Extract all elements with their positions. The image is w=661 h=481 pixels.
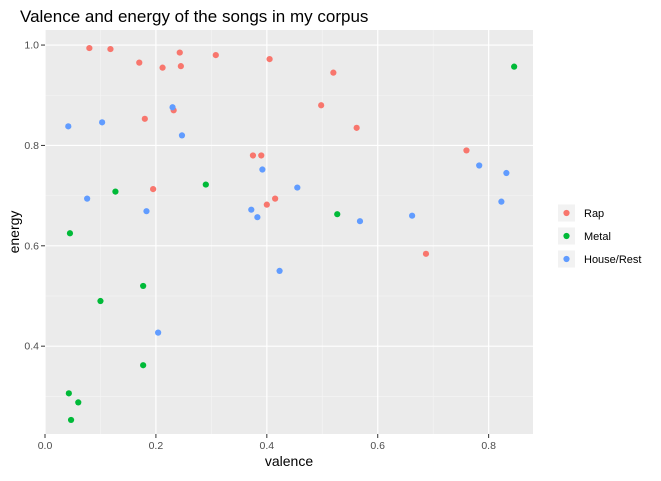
chart-title: Valence and energy of the songs in my co… bbox=[20, 7, 368, 26]
data-point-metal bbox=[65, 390, 72, 397]
data-point-rap bbox=[177, 63, 184, 70]
data-point-metal bbox=[334, 211, 341, 218]
data-point-house-rest bbox=[84, 195, 91, 202]
data-point-house-rest bbox=[356, 218, 364, 225]
data-point-metal bbox=[66, 230, 74, 237]
data-point-rap bbox=[107, 45, 114, 53]
data-point-house-rest bbox=[178, 132, 186, 139]
data-point-house-rest bbox=[169, 104, 176, 111]
legend-label-house-rest: House/Rest bbox=[584, 254, 641, 266]
plot-panel bbox=[45, 30, 533, 434]
data-point-house-rest bbox=[254, 214, 261, 221]
y-tick-label: 0.4 bbox=[24, 341, 39, 353]
data-point-house-rest bbox=[259, 166, 266, 173]
data-point-rap bbox=[422, 250, 430, 257]
data-point-house-rest bbox=[276, 267, 283, 274]
data-point-house-rest bbox=[503, 169, 510, 177]
points-layer bbox=[65, 44, 518, 424]
y-tick-label: 0.6 bbox=[24, 240, 39, 252]
data-point-metal bbox=[112, 188, 119, 195]
legend-key-rap bbox=[563, 209, 570, 217]
data-point-rap bbox=[272, 195, 279, 202]
data-point-house-rest bbox=[155, 329, 162, 336]
y-tick-label: 0.8 bbox=[24, 140, 39, 152]
legend-key-metal bbox=[563, 232, 570, 240]
data-point-metal bbox=[511, 63, 518, 70]
x-tick-label: 0.6 bbox=[370, 440, 385, 452]
x-tick-label: 0.4 bbox=[260, 440, 275, 452]
data-point-house-rest bbox=[99, 119, 106, 126]
data-point-house-rest bbox=[409, 212, 416, 219]
data-point-house-rest bbox=[65, 123, 72, 130]
data-point-rap bbox=[86, 44, 93, 52]
data-point-house-rest bbox=[294, 184, 301, 191]
major-gridlines bbox=[44, 30, 533, 434]
data-point-metal bbox=[202, 181, 209, 188]
data-point-rap bbox=[330, 69, 337, 76]
legend-key-house-rest bbox=[563, 255, 570, 263]
x-tick-label: 0.2 bbox=[149, 440, 164, 452]
data-point-rap bbox=[141, 115, 148, 122]
data-point-rap bbox=[353, 124, 360, 131]
data-point-rap bbox=[176, 49, 183, 56]
data-point-metal bbox=[140, 282, 147, 290]
data-point-metal bbox=[140, 362, 147, 369]
data-point-rap bbox=[266, 56, 273, 63]
legend-label-rap: Rap bbox=[584, 208, 604, 220]
y-tick-label: 1.0 bbox=[24, 40, 39, 52]
data-point-rap bbox=[258, 152, 265, 159]
data-point-rap bbox=[318, 102, 325, 109]
y-axis: 0.4 0.6 0.8 1.0 bbox=[24, 40, 45, 353]
x-tick-label: 0.0 bbox=[38, 440, 53, 452]
data-point-rap bbox=[136, 59, 143, 66]
legend-label-metal: Metal bbox=[584, 231, 611, 243]
data-point-metal bbox=[97, 297, 104, 305]
data-point-house-rest bbox=[498, 198, 505, 205]
legend: Rap Metal House/Rest bbox=[553, 200, 653, 269]
data-point-rap bbox=[263, 201, 270, 208]
x-tick-label: 0.8 bbox=[481, 440, 496, 452]
x-axis-title: valence bbox=[265, 453, 313, 469]
y-axis-title: energy bbox=[6, 211, 22, 254]
data-point-house-rest bbox=[143, 208, 150, 215]
data-point-rap bbox=[159, 64, 166, 71]
data-point-rap bbox=[212, 51, 219, 59]
data-point-rap bbox=[463, 147, 470, 154]
x-axis: 0.0 0.2 0.4 0.6 0.8 bbox=[38, 434, 496, 452]
data-point-rap bbox=[249, 152, 257, 159]
data-point-house-rest bbox=[248, 206, 255, 213]
minor-gridlines bbox=[45, 30, 533, 434]
data-point-house-rest bbox=[476, 162, 483, 169]
data-point-metal bbox=[75, 399, 82, 406]
data-point-metal bbox=[67, 416, 75, 424]
data-point-rap bbox=[150, 185, 157, 193]
